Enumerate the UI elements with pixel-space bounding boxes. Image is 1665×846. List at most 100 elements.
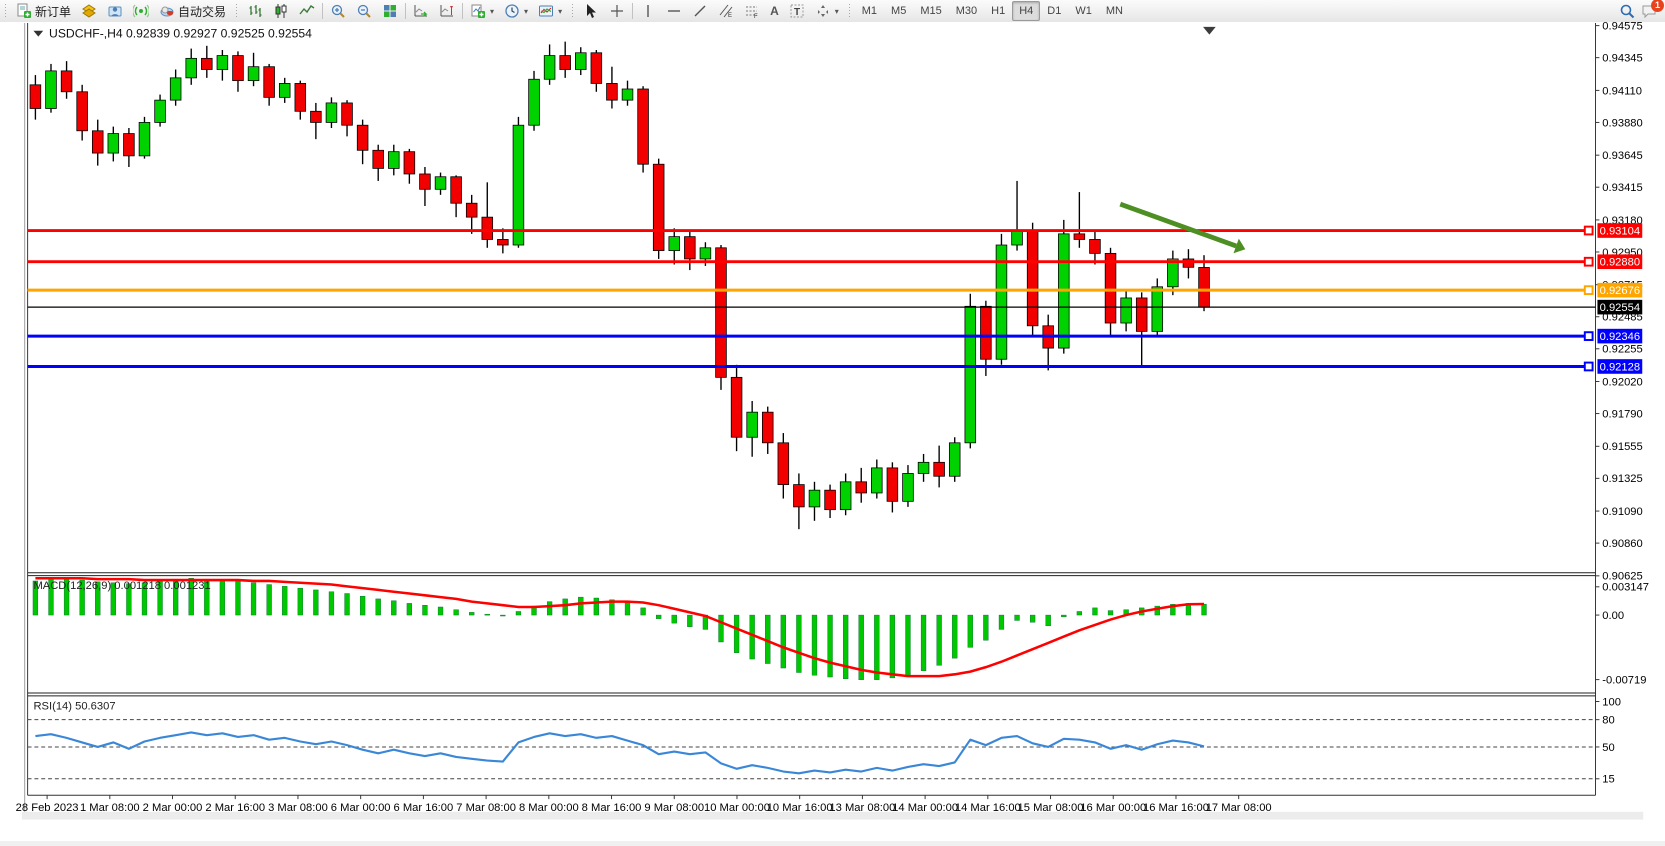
macd-histogram-bar xyxy=(219,579,226,616)
bull-candle xyxy=(699,247,712,260)
rsi-indicator: RSI(14) 50.6307 xyxy=(33,701,1205,775)
text-tool-button[interactable]: A xyxy=(765,0,784,22)
add-indicator-button[interactable]: ▾ xyxy=(465,0,499,22)
timeframe-button-d1[interactable]: D1 xyxy=(1047,5,1062,17)
svg-text:6 Mar 16:00: 6 Mar 16:00 xyxy=(394,802,454,814)
timeframe-button-m15[interactable]: M15 xyxy=(920,5,942,17)
bull-candle xyxy=(154,99,166,123)
timeframe-button-mn[interactable]: MN xyxy=(1105,5,1123,17)
macd-histogram-bar xyxy=(562,598,568,616)
svg-text:2 Mar 00:00: 2 Mar 00:00 xyxy=(143,802,203,814)
chart-shift-button[interactable] xyxy=(434,0,460,22)
macd-histogram-bar xyxy=(858,614,864,680)
time-axis: 28 Feb 2023 1 Mar 08:00 2 Mar 00:00 2 Mar 1… xyxy=(16,795,1272,814)
horizontal-line-tool-button[interactable] xyxy=(661,0,687,22)
timeframe-button-m1[interactable]: M1 xyxy=(861,5,878,17)
trendline-tool-button[interactable] xyxy=(687,0,713,22)
arrows-tool-button[interactable]: ▾ xyxy=(810,0,844,22)
macd-histogram-bar xyxy=(126,583,132,616)
bar-chart-button[interactable] xyxy=(242,0,268,22)
chart-shift-marker[interactable] xyxy=(1203,26,1216,35)
notifications-button[interactable]: 1 xyxy=(1641,0,1664,19)
svg-text:0.90860: 0.90860 xyxy=(1602,538,1642,550)
support-line-1[interactable]: 0.92346 xyxy=(27,328,1643,344)
pivot-line[interactable]: 0.92676 xyxy=(27,282,1643,298)
timeframe-button-h4[interactable]: H4 xyxy=(1012,1,1041,21)
bull-candle xyxy=(621,88,634,101)
text-label-tool-button[interactable]: T xyxy=(784,0,810,22)
svg-text:50: 50 xyxy=(1602,742,1614,754)
clock-icon xyxy=(505,4,519,18)
search-icon[interactable] xyxy=(1619,3,1635,19)
new-order-button[interactable]: 新订单 xyxy=(11,0,76,22)
resistance-line-2[interactable]: 0.92880 xyxy=(27,254,1643,270)
bear-candle xyxy=(684,236,696,260)
bull-candle xyxy=(325,102,338,123)
resistance-line-1[interactable]: 0.93104 xyxy=(27,223,1643,238)
macd-histogram-bar xyxy=(1201,603,1207,616)
timeframe-button-m5[interactable]: M5 xyxy=(891,5,907,17)
symbol-dropdown-icon[interactable] xyxy=(33,30,44,37)
bull-candle xyxy=(668,236,680,251)
bear-candle xyxy=(201,57,213,70)
bull-candle xyxy=(575,52,587,70)
toolbar-grip[interactable] xyxy=(570,3,576,19)
auto-trading-button[interactable]: 自动交易 xyxy=(154,0,231,22)
bear-candle xyxy=(637,88,649,165)
trend-arrow-annotation[interactable] xyxy=(1119,201,1246,254)
zoom-out-button[interactable] xyxy=(351,0,377,22)
svg-text:0.94110: 0.94110 xyxy=(1602,85,1642,97)
tile-windows-button[interactable] xyxy=(377,0,403,22)
macd-histogram-bar xyxy=(266,584,272,616)
auto-trading-label: 自动交易 xyxy=(178,4,227,19)
bear-candle xyxy=(60,70,73,93)
toolbar-grip[interactable] xyxy=(234,3,240,19)
auto-scroll-button[interactable] xyxy=(408,0,434,22)
macd-histogram-bar xyxy=(1014,614,1020,621)
macd-histogram-bar xyxy=(282,586,288,616)
price-chart[interactable]: 0.94575 0.94345 0.94110 0.93880 0.93645 0.934… xyxy=(0,21,1665,841)
toolbar-grip[interactable] xyxy=(846,3,852,19)
bear-candle xyxy=(91,130,104,154)
line-chart-button[interactable] xyxy=(294,0,320,22)
macd-histogram-bar xyxy=(141,582,148,616)
support-line-2[interactable]: 0.92128 xyxy=(27,359,1643,374)
signals-button[interactable] xyxy=(128,0,154,22)
bear-candle xyxy=(855,481,867,494)
macd-signal-line xyxy=(35,576,1205,678)
panel-splitter[interactable] xyxy=(27,572,1596,577)
macd-histogram-bar xyxy=(811,614,818,676)
timeframe-button-m30[interactable]: M30 xyxy=(955,5,978,17)
crosshair-tool-button[interactable] xyxy=(604,0,630,22)
svg-text:15: 15 xyxy=(1602,774,1614,786)
bear-candle xyxy=(263,66,275,98)
bull-candle xyxy=(902,473,914,502)
macd-histogram-bar xyxy=(391,600,397,616)
macd-indicator: MACD(12,26,9) 0.001218 0.001231 xyxy=(32,576,1207,680)
macd-histogram-bar xyxy=(1076,611,1082,616)
cursor-tool-button[interactable] xyxy=(578,0,604,22)
equidistant-channel-tool-button[interactable]: E xyxy=(713,0,739,22)
macd-histogram-bar xyxy=(406,603,412,616)
bull-candle xyxy=(1151,286,1164,332)
timeframe-button-h1[interactable]: H1 xyxy=(991,5,1006,17)
candlestick-chart-button[interactable] xyxy=(268,0,294,22)
auto-scroll-icon xyxy=(414,5,428,17)
svg-text:0.00: 0.00 xyxy=(1602,610,1624,622)
fibonacci-tool-button[interactable]: F xyxy=(739,0,765,22)
market-watch-button[interactable] xyxy=(76,0,102,22)
timeframe-button-w1[interactable]: W1 xyxy=(1075,5,1092,17)
vertical-line-icon xyxy=(647,5,649,17)
bull-candle xyxy=(107,133,120,154)
zoom-in-button[interactable] xyxy=(325,0,351,22)
trendline-icon xyxy=(694,5,706,17)
svg-text:0.91555: 0.91555 xyxy=(1602,441,1642,453)
toolbar-grip[interactable] xyxy=(3,3,8,19)
timeframes-menu-button[interactable]: ▾ xyxy=(499,0,533,22)
vertical-line-tool-button[interactable] xyxy=(635,0,661,22)
zoom-in-icon xyxy=(331,4,345,18)
templates-button[interactable]: ▾ xyxy=(533,0,567,22)
panel-splitter[interactable] xyxy=(27,692,1596,697)
market-button[interactable] xyxy=(102,0,128,22)
bear-candle xyxy=(232,55,244,82)
